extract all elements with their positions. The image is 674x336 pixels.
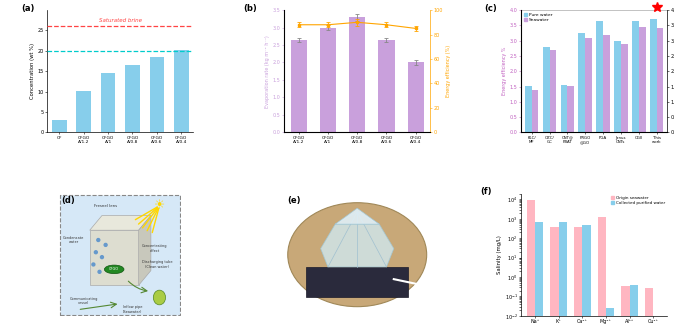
Circle shape [97, 239, 100, 242]
Y-axis label: Energy efficiency %: Energy efficiency % [502, 47, 507, 95]
Bar [632, 21, 639, 132]
Bar [630, 285, 638, 336]
Text: Discharging tube
(Clean water): Discharging tube (Clean water) [142, 260, 173, 269]
Circle shape [94, 251, 97, 254]
Bar [568, 86, 574, 132]
Polygon shape [335, 208, 379, 224]
Bar [320, 28, 336, 132]
Bar [290, 40, 307, 132]
Text: Condensate
water: Condensate water [63, 236, 84, 244]
Bar [532, 90, 539, 132]
Bar [125, 65, 140, 132]
Bar [525, 86, 532, 132]
Bar [639, 27, 646, 132]
Circle shape [98, 270, 101, 273]
Circle shape [104, 244, 107, 246]
Bar [603, 35, 610, 132]
FancyBboxPatch shape [61, 195, 180, 314]
Circle shape [92, 263, 95, 266]
Legend: Pure water, Seawater: Pure water, Seawater [523, 12, 553, 22]
Text: Inflow pipe
(Seawater): Inflow pipe (Seawater) [123, 305, 142, 314]
Text: CFGO: CFGO [109, 267, 119, 271]
Bar [653, 318, 661, 336]
Bar [614, 41, 621, 132]
Text: Communicating
vessel: Communicating vessel [69, 297, 98, 305]
Bar [650, 19, 656, 132]
Legend: Origin seawater, Collected purified water: Origin seawater, Collected purified wate… [611, 196, 665, 205]
Bar [349, 17, 365, 132]
Bar [561, 85, 568, 132]
Text: Concentrating
effect: Concentrating effect [142, 244, 167, 253]
Text: (c): (c) [485, 4, 497, 13]
Ellipse shape [288, 203, 427, 307]
Polygon shape [321, 224, 394, 267]
Bar [101, 73, 115, 132]
Bar [645, 288, 653, 336]
Bar [76, 91, 91, 132]
Text: (b): (b) [243, 4, 257, 13]
Circle shape [100, 256, 103, 259]
Ellipse shape [104, 265, 124, 274]
Text: (a): (a) [21, 4, 34, 13]
Bar [549, 50, 556, 132]
Bar [408, 62, 424, 132]
Bar [578, 33, 585, 132]
Bar [535, 222, 543, 336]
Bar [527, 200, 535, 336]
Bar [378, 40, 394, 132]
Text: (e): (e) [287, 196, 301, 205]
Polygon shape [306, 267, 408, 297]
Text: (f): (f) [480, 187, 491, 197]
Bar [598, 217, 606, 336]
Text: (d): (d) [61, 196, 75, 205]
Ellipse shape [153, 290, 166, 305]
Bar [174, 50, 189, 132]
Bar [621, 286, 630, 336]
Bar [574, 227, 582, 336]
Y-axis label: Energy efficiency (%): Energy efficiency (%) [446, 45, 451, 97]
Bar [596, 21, 603, 132]
Text: Fresnel lens: Fresnel lens [94, 204, 117, 208]
Bar [559, 222, 567, 336]
Bar [606, 308, 614, 336]
Polygon shape [90, 216, 151, 230]
Bar [551, 227, 559, 336]
Bar [150, 57, 164, 132]
Text: Saturated brine: Saturated brine [99, 18, 142, 23]
Y-axis label: Concentration (wt %): Concentration (wt %) [30, 43, 34, 99]
Bar [582, 225, 590, 336]
Bar [585, 38, 592, 132]
Text: ☀: ☀ [154, 199, 165, 212]
Polygon shape [139, 216, 151, 285]
Y-axis label: Salinity (mg/L): Salinity (mg/L) [497, 235, 501, 274]
Bar [656, 29, 663, 132]
Bar [621, 44, 627, 132]
Polygon shape [90, 230, 139, 285]
Bar [52, 120, 67, 132]
Bar [543, 47, 549, 132]
Y-axis label: Evaporation rate (kg m⁻² h⁻¹): Evaporation rate (kg m⁻² h⁻¹) [265, 35, 270, 108]
